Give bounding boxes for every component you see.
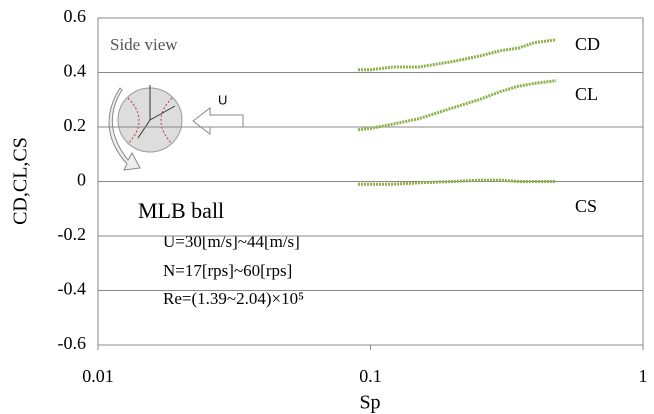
annotation: Side view — [110, 35, 178, 54]
annotation: U — [218, 92, 227, 107]
annotation: Re=(1.39~2.04)×10⁵ — [163, 289, 304, 308]
series-label: CD — [575, 34, 600, 54]
series-line — [358, 38, 557, 72]
series-label: CL — [575, 84, 598, 104]
x-tick-label: 1 — [639, 366, 648, 386]
series-line — [357, 79, 557, 132]
series-line — [358, 178, 557, 186]
annotation: N=17[rps]~60[rps] — [163, 261, 292, 280]
y-tick-label: 0.4 — [64, 61, 87, 81]
y-axis-label: CD,CL,CS — [10, 137, 32, 225]
x-axis-label: Sp — [359, 392, 380, 414]
x-tick-label: 0.1 — [359, 366, 382, 386]
y-tick-label: -0.4 — [58, 279, 87, 299]
y-tick-label: 0.2 — [64, 115, 87, 135]
series-label: CS — [575, 196, 597, 216]
annotation: MLB ball — [138, 198, 224, 223]
y-tick-label: 0.6 — [64, 6, 87, 26]
annotation: U=30[m/s]~44[m/s] — [163, 232, 300, 251]
y-tick-label: -0.6 — [58, 333, 87, 353]
x-tick-label: 0.01 — [82, 366, 114, 386]
y-tick-label: -0.2 — [58, 224, 87, 244]
y-tick-label: 0 — [77, 170, 86, 190]
